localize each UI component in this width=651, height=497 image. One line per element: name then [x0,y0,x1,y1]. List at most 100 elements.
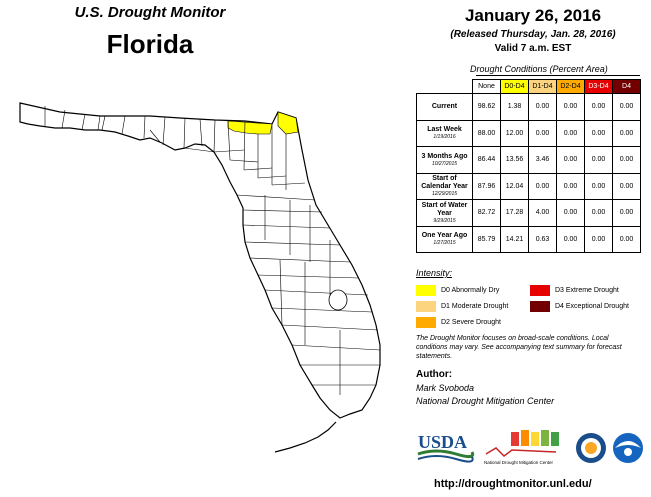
col-d2-d4: D2-D4 [556,79,585,94]
legend-label: D1 Moderate Drought [441,303,509,310]
table-cell: 0.00 [556,172,585,200]
table-cell: 98.62 [472,93,501,121]
col-d1-d4: D1-D4 [528,79,557,94]
table-cell: 12.04 [500,172,529,200]
table-cell: 1.38 [500,93,529,121]
table-cell: 0.00 [556,146,585,174]
author-block: Mark Svoboda National Drought Mitigation… [416,382,554,408]
disclaimer-note: The Drought Monitor focuses on broad-sca… [416,335,622,360]
table-cell: 88.00 [472,119,501,147]
legend-swatch [416,285,436,296]
florida-map [19,102,381,453]
table-cell: 87.96 [472,172,501,200]
table-cell: 3.46 [528,146,557,174]
table-cell: 0.00 [584,225,613,253]
table-title-rule [476,75,640,76]
table-cell: 0.00 [612,172,641,200]
author-heading: Author: [416,369,453,380]
county-lines [44,106,381,395]
date-header: January 26, 2016 (Released Thursday, Jan… [415,6,651,54]
state-title: Florida [106,29,194,59]
table-cell: 0.00 [556,93,585,121]
d0-area-north [227,120,273,135]
table-cell: 85.79 [472,225,501,253]
florida-keys [274,421,337,453]
legend-item-d1: D1 Moderate Drought [416,301,508,312]
table-row: Start of Calendar Year 12/29/2015 87.96 1… [416,172,641,200]
table-cell: 0.00 [612,119,641,147]
col-d0-d4: D0-D4 [500,79,529,94]
map-header: U.S. Drought Monitor Florida [0,4,300,60]
table-cell: 14.21 [500,225,529,253]
table-cell: 82.72 [472,199,501,227]
legend-item-d0: D0 Abnormally Dry [416,285,499,296]
legend-swatch [416,317,436,328]
row-label: 3 Months Ago 10/27/2015 [416,146,473,174]
valid-time: Valid 7 a.m. EST [494,43,572,54]
legend-item-d2: D2 Severe Drought [416,317,501,328]
table-cell: 0.00 [612,225,641,253]
col-d4: D4 [612,79,641,94]
legend-item-d4: D4 Exceptional Drought [530,301,629,312]
table-cell: 0.00 [612,146,641,174]
legend-title: Intensity: [416,268,453,278]
table-cell: 0.63 [528,225,557,253]
table-row: One Year Ago 1/27/2015 85.79 14.21 0.63 0… [416,225,641,253]
legend-label: D3 Extreme Drought [555,287,619,294]
table-cell: 0.00 [584,119,613,147]
noaa-seal-icon [613,433,643,463]
table-cell: 0.00 [556,119,585,147]
table-cell: 17.28 [500,199,529,227]
table-cell: 0.00 [612,93,641,121]
table-cell: 0.00 [584,146,613,174]
table-cell: 0.00 [584,199,613,227]
ndmc-logo-text: National Drought Mitigation Center [484,460,554,465]
table-cell: 0.00 [556,225,585,253]
map-date: January 26, 2016 [464,6,602,25]
col-none: None [472,79,501,94]
table-cell: 0.00 [528,172,557,200]
table-cell: 0.00 [556,199,585,227]
table-cell: 0.00 [528,119,557,147]
legend-swatch [530,285,550,296]
usda-logo: USDA [417,432,475,463]
lake-okeechobee [328,289,348,311]
d0-area-northeast [277,111,299,135]
drought-table: None D0-D4 D1-D4 D2-D4 D3-D4 D4 Current … [416,79,641,253]
header-blank [417,80,473,94]
row-label: One Year Ago 1/27/2015 [416,225,473,253]
row-label: Start of Calendar Year 12/29/2015 [416,172,473,200]
row-label: Start of Water Year 9/29/2015 [416,199,473,227]
table-cell: 0.00 [528,93,557,121]
table-row: Start of Water Year 9/29/2015 82.72 17.28… [416,199,641,227]
table-title: Drought Conditions (Percent Area) [470,64,608,74]
legend-swatch [416,301,436,312]
table-header-row: None D0-D4 D1-D4 D2-D4 D3-D4 D4 [417,79,641,94]
legend-item-d3: D3 Extreme Drought [530,285,619,296]
author-name: Mark Svoboda [416,383,475,393]
row-label: Last Week 1/19/2016 [416,119,473,147]
legend-label: D2 Severe Drought [441,319,501,326]
website-url[interactable]: http://droughtmonitor.unl.edu/ [434,478,592,490]
table-cell: 0.00 [584,172,613,200]
legend-label: D4 Exceptional Drought [555,303,629,310]
legend-label: D0 Abnormally Dry [441,287,500,294]
table-cell: 86.44 [472,146,501,174]
row-label: Current [416,93,473,121]
legend-swatch [530,301,550,312]
table-cell: 4.00 [528,199,557,227]
table-row: Last Week 1/19/2016 88.00 12.00 0.00 0.00… [416,119,641,147]
col-d3-d4: D3-D4 [584,79,613,94]
logo-strip: USDA National Drought Mitigation Center [417,430,643,465]
table-cell: 13.56 [500,146,529,174]
ndmc-logo: National Drought Mitigation Center [484,430,559,465]
usda-logo-text: USDA [418,432,467,452]
table-row: 3 Months Ago 10/27/2015 86.44 13.56 3.46 … [416,146,641,174]
table-row: Current 98.62 1.38 0.00 0.00 0.00 0.00 [416,93,641,121]
table-cell: 0.00 [584,93,613,121]
commerce-seal-icon [576,433,606,463]
table-cell: 0.00 [612,199,641,227]
release-date: (Released Thursday, Jan. 28, 2016) [450,29,616,40]
table-cell: 12.00 [500,119,529,147]
author-org: National Drought Mitigation Center [416,396,555,406]
